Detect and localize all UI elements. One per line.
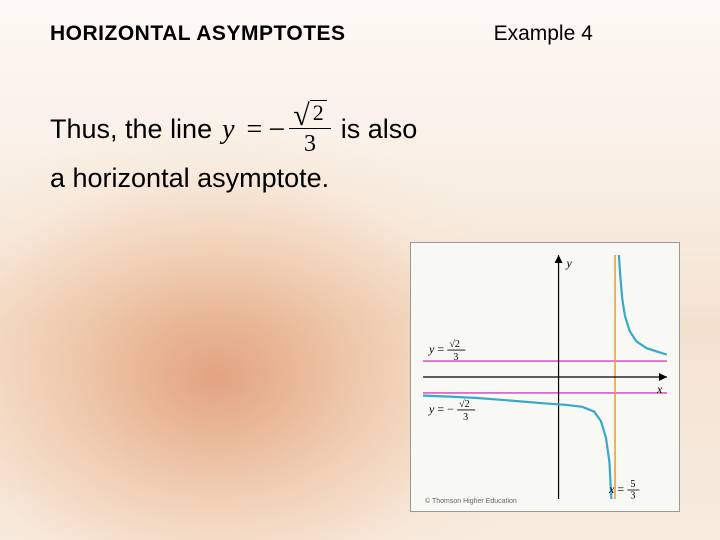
eq-denominator: 3 [304,129,316,156]
header: HORIZONTAL ASYMPTOTES Example 4 [0,0,720,46]
text-line-2: a horizontal asymptote. [50,158,670,200]
svg-text:x: x [656,382,663,396]
svg-text:3: 3 [630,491,635,500]
svg-text:y =: y = [428,342,444,356]
sqrt-symbol: √ [293,105,309,126]
equation: y = − √ 2 3 [222,102,331,158]
section-title: HORIZONTAL ASYMPTOTES [50,22,346,46]
svg-text:3: 3 [463,412,468,423]
sqrt-arg: 2 [310,100,327,125]
svg-text:√2: √2 [459,399,470,410]
eq-negative-sign: − [268,107,289,154]
eq-equals: = [241,108,269,151]
svg-text:y: y [566,256,573,270]
eq-numerator: √ 2 [289,100,330,129]
example-label: Example 4 [494,22,593,46]
svg-text:5: 5 [630,479,635,490]
svg-text:√2: √2 [449,339,460,350]
eq-fraction: √ 2 3 [289,100,330,156]
svg-text:x =: x = [608,482,624,496]
text-thus: Thus, the line [50,109,212,151]
svg-text:y = −: y = − [428,402,454,416]
sqrt: √ 2 [293,100,326,125]
chart-attribution: © Thomson Higher Education [425,498,517,505]
svg-text:3: 3 [453,352,458,363]
text-line-1: Thus, the line y = − √ 2 3 is also [50,102,670,158]
chart-container: yxy = √23y = −√23x = 53 © Thomson Higher… [410,242,680,512]
chart-svg: yxy = √23y = −√23x = 53 [423,255,667,499]
text-isalso: is also [341,109,418,151]
eq-y: y [222,108,240,151]
body-text: Thus, the line y = − √ 2 3 is also a hor… [50,102,670,200]
